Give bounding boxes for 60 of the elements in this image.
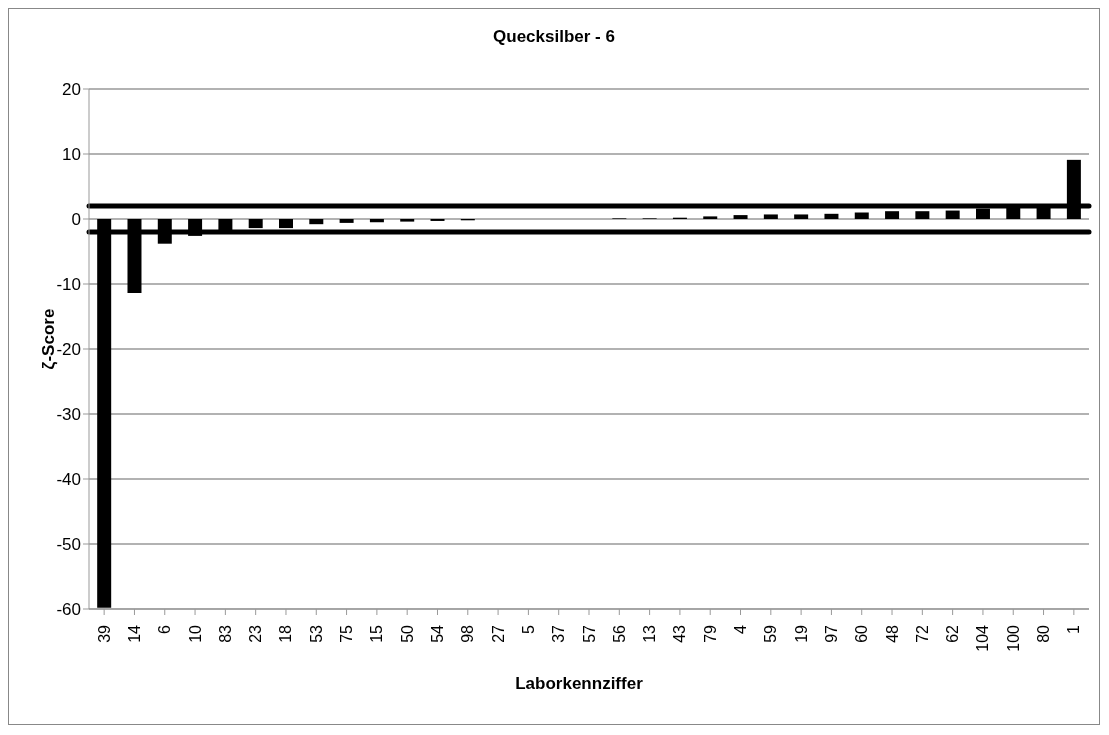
x-tick-label: 27: [489, 624, 507, 643]
y-tick-label: 0: [71, 210, 81, 230]
y-tick-label: -60: [56, 600, 81, 620]
x-tick-label: 19: [792, 624, 810, 643]
x-tick-label: 83: [216, 624, 234, 643]
y-tick-label: 10: [62, 145, 81, 165]
bar: [248, 219, 263, 229]
x-tick-label: 13: [641, 624, 659, 643]
x-tick-label: 62: [944, 624, 962, 643]
x-tick-label: 5: [519, 624, 537, 634]
x-tick-label: 43: [671, 624, 689, 643]
x-tick-label: 57: [580, 624, 598, 643]
bar: [854, 212, 869, 219]
chart-title: Quecksilber - 6: [492, 27, 616, 47]
bar: [945, 210, 960, 219]
bar: [824, 213, 839, 219]
bar: [400, 219, 415, 222]
bar: [733, 215, 748, 219]
x-tick-label: 72: [913, 624, 931, 643]
y-tick-label: -50: [56, 535, 81, 555]
x-tick-label: 53: [307, 624, 325, 643]
x-tick-label: 18: [277, 624, 295, 643]
x-tick-label: 6: [156, 624, 174, 634]
x-tick-label: 48: [883, 624, 901, 643]
bar: [309, 219, 324, 225]
y-axis-title: ζ-Score: [39, 308, 58, 370]
x-tick-label: 75: [338, 624, 356, 643]
y-tick-label: 20: [62, 80, 81, 100]
x-tick-label: 59: [762, 624, 780, 643]
y-tick-label: -30: [56, 405, 81, 425]
bar: [279, 219, 293, 229]
bar: [915, 211, 930, 219]
bar: [763, 214, 778, 219]
x-tick-label: 10: [186, 624, 204, 643]
x-tick-label: 79: [701, 624, 719, 643]
bar: [369, 219, 384, 223]
bar: [703, 216, 718, 219]
x-tick-label: 39: [95, 624, 113, 643]
x-tick-label: 60: [853, 624, 871, 643]
bar: [794, 214, 809, 219]
x-tick-label: 50: [398, 624, 416, 643]
bar: [885, 211, 900, 219]
x-tick-label: 54: [428, 624, 446, 643]
x-tick-label: 14: [125, 624, 143, 643]
y-tick-label: -20: [56, 340, 81, 360]
x-tick-label: 37: [550, 624, 568, 643]
x-tick-label: 4: [732, 624, 750, 634]
x-tick-label: 100: [1004, 624, 1022, 652]
x-tick-label: 23: [247, 624, 265, 643]
x-tick-label: 56: [610, 624, 628, 643]
x-tick-label: 98: [459, 624, 477, 643]
x-tick-label: 1: [1065, 624, 1083, 634]
bar: [339, 219, 354, 223]
x-tick-label: 80: [1035, 624, 1053, 643]
y-tick-label: -10: [56, 275, 81, 295]
x-axis-title: Laborkennziffer: [514, 674, 644, 694]
y-tick-label: -40: [56, 470, 81, 490]
x-tick-label: 97: [822, 624, 840, 643]
x-tick-label: 15: [368, 624, 386, 643]
x-tick-label: 104: [974, 624, 992, 652]
